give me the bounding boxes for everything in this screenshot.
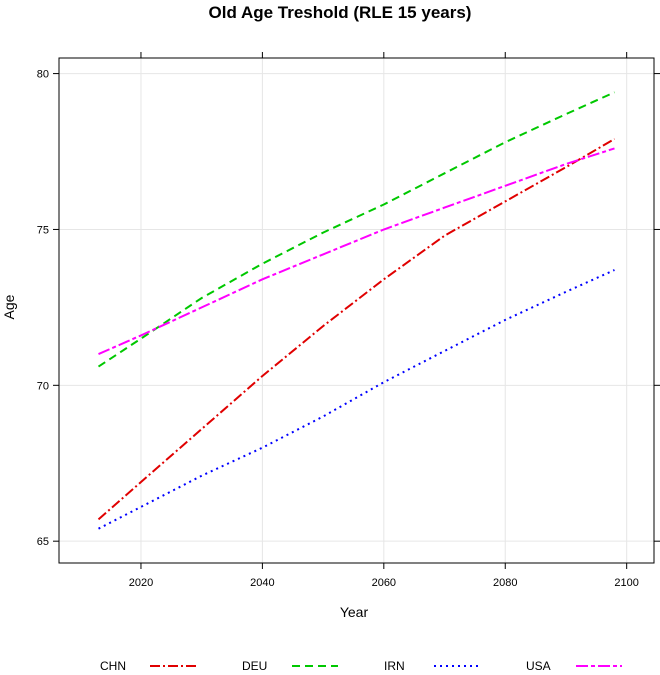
x-tick-label: 2020	[129, 577, 153, 589]
y-tick-label: 80	[37, 69, 49, 81]
series-line-usa	[98, 147, 615, 356]
x-axis-label: Year	[340, 604, 369, 620]
x-tick-label: 2080	[493, 577, 517, 589]
x-tick-label: 2060	[372, 577, 396, 589]
legend-label-irn: IRN	[384, 659, 405, 673]
plot-frame	[58, 57, 655, 564]
y-tick-label: 65	[37, 536, 49, 548]
legend-label-deu: DEU	[242, 659, 267, 673]
y-tick-label: 75	[37, 224, 49, 236]
y-axis-label: Age	[1, 294, 17, 319]
legend-label-chn: CHN	[100, 659, 126, 673]
x-tick-label: 2040	[250, 577, 274, 589]
series-lines	[97, 91, 616, 530]
series-line-chn	[97, 138, 616, 521]
legend: CHN DEU IRN USA	[100, 659, 622, 673]
x-tick-label: 2100	[614, 577, 638, 589]
series-line-irn	[98, 269, 615, 530]
series-line-deu	[97, 91, 615, 368]
grid	[59, 58, 654, 563]
legend-label-usa: USA	[526, 659, 551, 673]
axis-ticks: 2020 2040 2060 2080 2100 65 70 75 80	[37, 52, 660, 589]
chart-title: Old Age Treshold (RLE 15 years)	[209, 3, 472, 22]
y-tick-label: 70	[37, 380, 49, 392]
